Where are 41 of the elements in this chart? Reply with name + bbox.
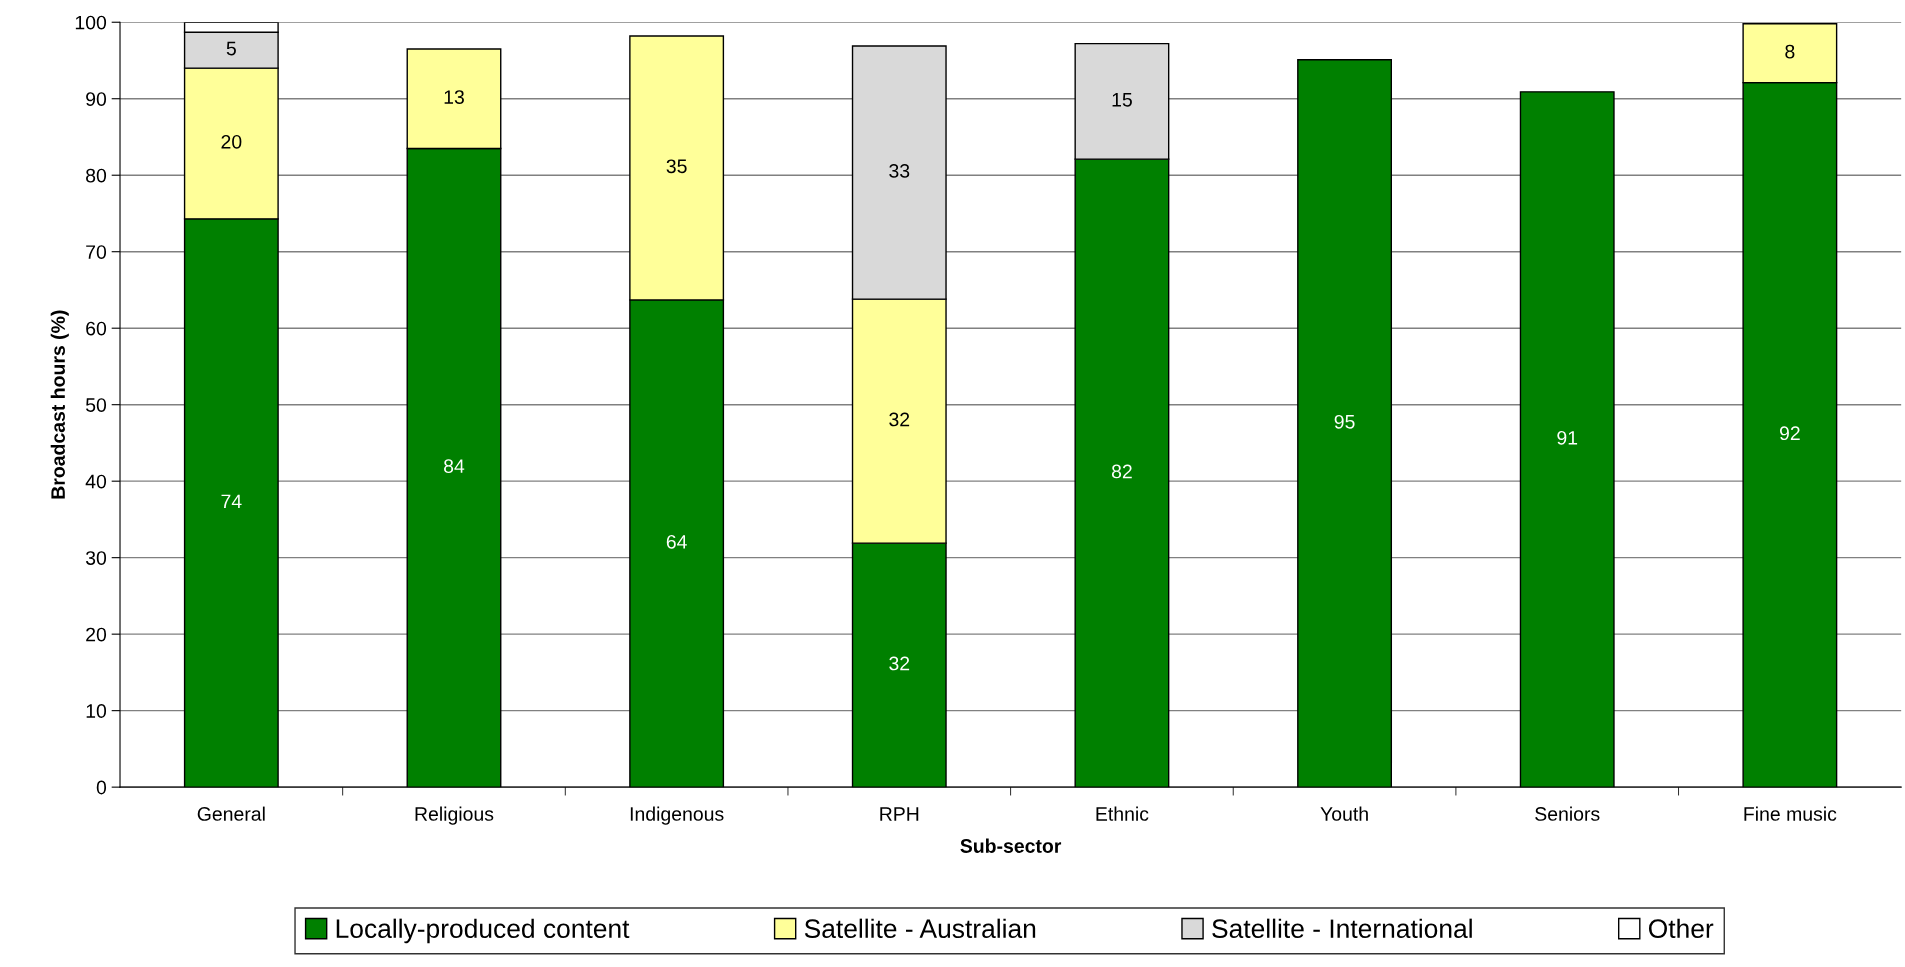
x-tick-label: Indigenous (630, 806, 724, 825)
y-tick-label: 90 (86, 92, 107, 106)
data-label: 84 (444, 459, 465, 474)
data-label: 91 (1557, 430, 1578, 445)
x-axis-title: Sub-sector (960, 838, 1062, 853)
y-tick-label: 40 (85, 474, 107, 489)
data-label: 5 (226, 41, 236, 56)
y-tick-label: 30 (85, 551, 107, 565)
y-tick-label: 0 (96, 780, 107, 795)
data-label: 15 (1112, 93, 1132, 107)
x-tick-label: Ethnic (1096, 806, 1149, 821)
x-tick-label: Seniors (1535, 806, 1600, 821)
y-tick-label: 20 (86, 627, 107, 642)
data-label: 74 (221, 494, 242, 509)
x-tick-label: Youth (1320, 806, 1368, 821)
data-label: 92 (1779, 426, 1800, 441)
data-label: 64 (666, 534, 687, 549)
data-label: 13 (444, 90, 464, 104)
legend-label: Satellite - International (1212, 918, 1472, 939)
y-tick-label: 50 (85, 398, 107, 412)
legend-label: Other (1648, 918, 1714, 939)
x-tick-label: Religious (415, 806, 494, 825)
y-tick-label: 60 (86, 321, 107, 336)
data-label: 32 (889, 656, 910, 671)
y-tick-label: 70 (86, 245, 107, 259)
data-label: 95 (1334, 414, 1355, 429)
data-label: 20 (221, 134, 242, 149)
y-axis-title: Broadcast hours (%) (50, 310, 69, 499)
y-tick-label: 80 (86, 168, 107, 183)
data-label: 35 (666, 159, 687, 174)
x-tick-label: Fine music (1744, 806, 1837, 821)
y-tick-label: 10 (86, 704, 107, 718)
x-tick-label: RPH (880, 807, 919, 821)
data-label: 33 (889, 163, 910, 178)
data-label: 32 (889, 412, 910, 427)
y-tick-label: 100 (75, 15, 107, 30)
x-tick-label: General (197, 806, 265, 821)
data-label: 8 (1785, 44, 1795, 59)
legend-label: Satellite - Australian (804, 918, 1036, 939)
legend-label: Locally-produced content (336, 918, 630, 944)
data-label: 82 (1111, 464, 1132, 479)
